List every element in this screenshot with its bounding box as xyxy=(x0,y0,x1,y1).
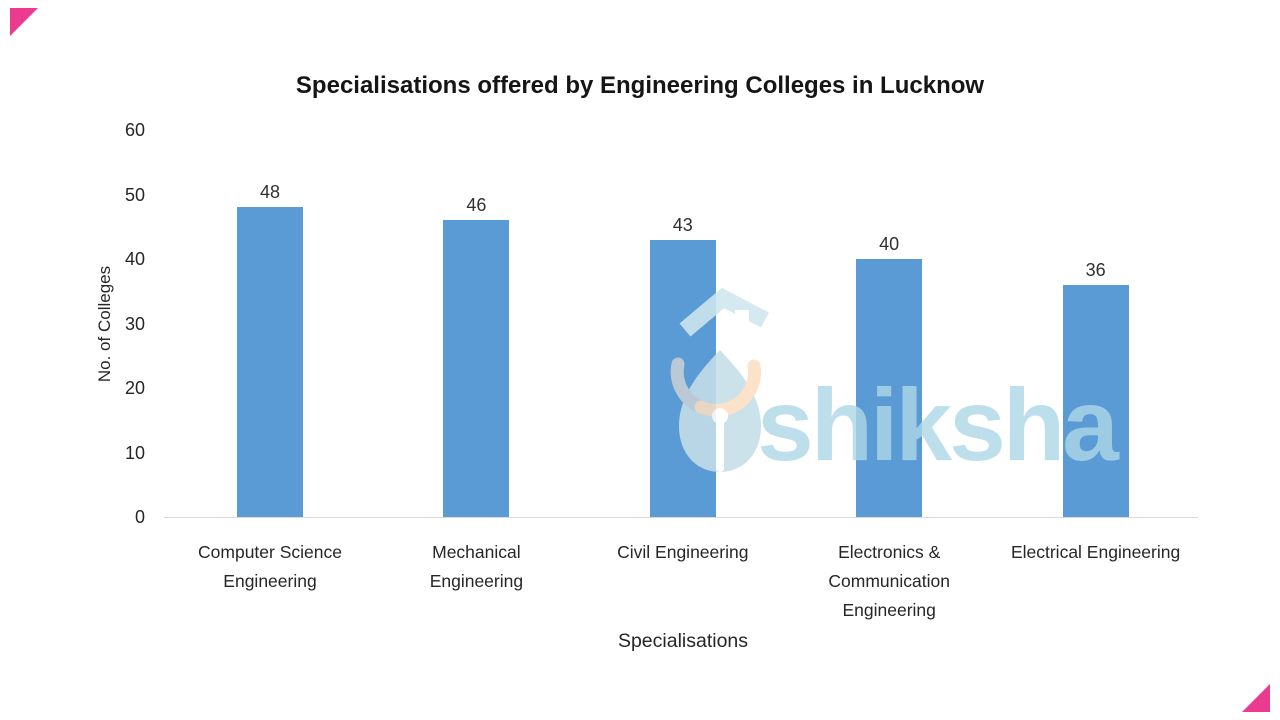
category-label: Civil Engineering xyxy=(617,542,749,562)
chart-title: Specialisations offered by Engineering C… xyxy=(295,72,985,99)
x-axis-line xyxy=(164,517,1198,518)
y-tick-label: 30 xyxy=(124,313,145,334)
bar xyxy=(856,259,923,517)
bar xyxy=(1062,285,1129,517)
x-axis-title: Specialisations xyxy=(617,630,749,652)
category-label: Electrical Engineering xyxy=(1010,542,1181,562)
bar xyxy=(443,220,510,517)
y-tick-label: 50 xyxy=(124,184,145,205)
category-label: Computer Science Engineering xyxy=(198,542,342,591)
corner-accent-bottom-right xyxy=(1242,684,1270,712)
roof-shape xyxy=(679,287,769,337)
arc-right xyxy=(694,359,762,417)
y-tick-label: 10 xyxy=(124,442,145,463)
bar xyxy=(237,207,303,517)
corner-accent-top-left xyxy=(10,8,38,36)
bar-value-label: 36 xyxy=(1085,260,1106,280)
y-tick-label: 40 xyxy=(124,249,145,269)
bar-value-label: 40 xyxy=(879,234,900,254)
watermark-text: shiksha xyxy=(757,368,1119,482)
category-label: Mechanical Engineering xyxy=(429,542,524,591)
y-tick-label: 60 xyxy=(124,120,145,140)
y-tick-label: 20 xyxy=(124,378,145,398)
bar-value-label: 46 xyxy=(466,195,487,215)
bar-value-label: 43 xyxy=(672,215,693,235)
y-tick-label: 0 xyxy=(134,507,145,527)
chimney-shape xyxy=(735,310,749,326)
bar-value-label: 48 xyxy=(259,182,281,202)
category-label: Electronics & Communication Engineering xyxy=(828,542,950,620)
shiksha-logo-icon xyxy=(663,287,777,483)
